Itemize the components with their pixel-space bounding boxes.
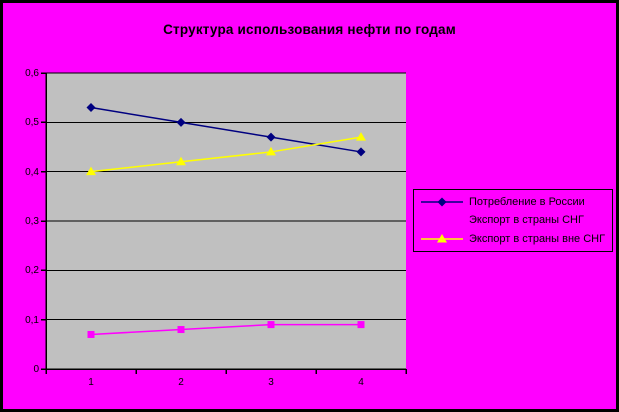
series-line (90, 136, 362, 173)
y-axis-tick-label: 0,3 (25, 216, 39, 227)
diamond-marker (266, 132, 276, 142)
legend-key-triangle-icon (421, 233, 463, 243)
legend-item: Экспорт в страны вне СНГ (421, 233, 610, 245)
x-axis-tick-label: 3 (268, 377, 274, 388)
diamond-marker (356, 147, 366, 157)
y-axis-tick-label: 0,4 (25, 166, 39, 178)
y-axis-tick-label: 0,2 (25, 265, 39, 277)
x-axis-tick-label: 2 (178, 377, 184, 388)
square-marker (177, 326, 185, 334)
x-axis-tick-label: 4 (358, 377, 364, 388)
square-marker (87, 330, 95, 338)
legend-label: Потребление в России (469, 196, 585, 209)
triangle-marker (86, 166, 96, 176)
y-axis-tick-label: 0,6 (25, 68, 39, 79)
legend-label: Экспорт в страны вне СНГ (469, 232, 606, 245)
legend-key-square-icon (421, 216, 463, 224)
series-line (90, 323, 361, 336)
legend-key-diamond-icon (421, 197, 463, 207)
diamond-marker (176, 117, 186, 127)
legend-item: Потребление в России (421, 196, 610, 208)
legend-label: Экспорт в страны СНГ (469, 214, 584, 227)
legend-item: Экспорт в страны СНГ (421, 214, 610, 226)
y-axis-tick-label: 0,1 (25, 314, 39, 326)
x-axis-tick-label: 1 (88, 377, 94, 388)
plot-area (41, 72, 407, 374)
triangle-marker (437, 233, 447, 243)
legend: Потребление в России Экспорт в страны СНГ… (413, 189, 613, 252)
triangle-marker (356, 132, 366, 141)
triangle-marker (266, 146, 276, 156)
diamond-marker (437, 197, 447, 207)
diamond-marker (86, 103, 96, 113)
square-marker (267, 321, 275, 329)
square-marker (357, 321, 365, 329)
y-axis-tick-label: 0 (33, 364, 39, 375)
chart-title: Структура использования нефти по годам (163, 22, 456, 37)
y-axis-tick-label: 0,5 (25, 117, 39, 129)
triangle-marker (176, 156, 186, 166)
square-marker (438, 216, 446, 224)
